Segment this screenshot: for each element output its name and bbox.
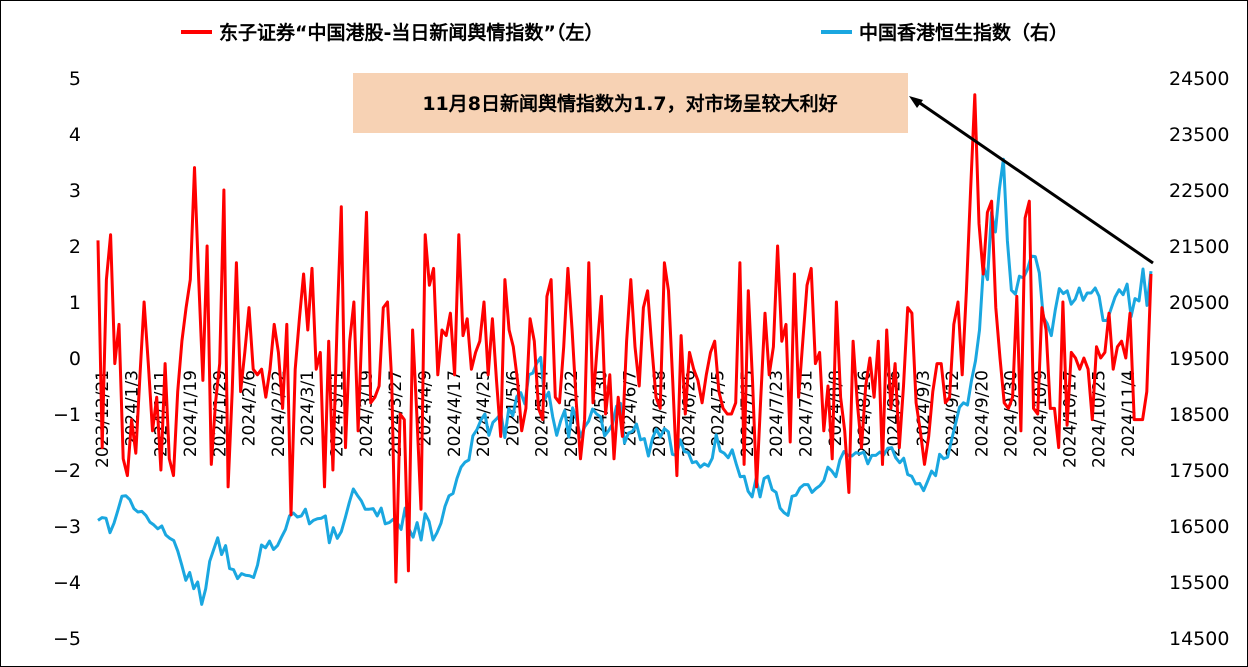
left-axis-tick-label: 4 [69, 124, 81, 146]
left-axis-tick-label: 3 [69, 180, 81, 202]
right-axis-tick-label: 23500 [1169, 124, 1229, 146]
x-axis-tick-label: 2024/3/1 [298, 370, 318, 446]
legend-label-hang-seng: 中国香港恒生指数（右） [859, 21, 1068, 44]
right-axis-tick-label: 24500 [1169, 68, 1229, 90]
x-axis-tick-label: 2024/10/9 [1031, 370, 1051, 457]
right-axis-tick-label: 22500 [1169, 180, 1229, 202]
right-axis-tick-label: 19500 [1169, 348, 1229, 370]
annotation-text: 11月8日新闻舆情指数为1.7，对市场呈较大利好 [422, 92, 837, 115]
left-axis-tick-label: 0 [69, 348, 81, 370]
series-line-hang-seng [97, 157, 1153, 606]
x-axis-tick-label: 2024/2/22 [269, 370, 289, 457]
x-axis-tick-label: 2024/7/5 [709, 370, 729, 446]
annotation-box [353, 73, 908, 133]
annotation-arrowhead [909, 96, 923, 108]
annotation: 11月8日新闻舆情指数为1.7，对市场呈较大利好 [353, 73, 1154, 265]
right-axis-tick-label: 14500 [1169, 628, 1229, 650]
x-axis-tick-label: 2024/9/12 [943, 370, 963, 457]
right-axis-tick-label: 15500 [1169, 572, 1229, 594]
left-axis-tick-label: −1 [53, 404, 81, 426]
legend: 东子证券“中国港股-当日新闻舆情指数”（左） 中国香港恒生指数（右） [181, 21, 1068, 44]
right-axis-tick-label: 20500 [1169, 292, 1229, 314]
right-axis-ticks: 24500 23500 22500 21500 20500 19500 18500 17500… [1169, 68, 1229, 650]
left-axis-tick-label: −3 [53, 516, 81, 538]
x-axis-tick-label: 2024/7/23 [767, 370, 787, 457]
right-axis-tick-label: 17500 [1169, 460, 1229, 482]
left-axis-tick-label: −4 [53, 572, 81, 594]
left-axis-tick-label: 5 [69, 68, 81, 90]
legend-label-news-index: 东子证券“中国港股-当日新闻舆情指数”（左） [219, 21, 603, 44]
x-axis-tick-label: 2024/9/30 [1002, 370, 1022, 457]
x-axis-tick-label: 2024/1/19 [181, 370, 201, 457]
left-axis-tick-label: 1 [69, 292, 81, 314]
x-axis-tick-label: 2024/9/20 [972, 370, 992, 457]
series-line-news-index [96, 93, 1153, 584]
right-axis-tick-label: 16500 [1169, 516, 1229, 538]
x-axis-tick-label: 2024/7/31 [797, 370, 817, 457]
x-axis-tick-label: 2024/2/6 [240, 370, 260, 446]
x-axis-tick-label: 2024/4/9 [415, 370, 435, 446]
annotation-pointer-line [913, 97, 1154, 265]
x-axis-tick-label: 2024/11/4 [1119, 370, 1139, 457]
left-axis-tick-label: −5 [53, 628, 81, 650]
x-axis-tick-label: 2024/3/27 [386, 370, 406, 457]
x-axis-tick-label: 2024/4/17 [445, 370, 465, 457]
right-axis-tick-label: 21500 [1169, 236, 1229, 258]
left-axis-ticks: 5 4 3 2 1 0 −1 −2 −3 −4 −5 [53, 68, 81, 650]
left-axis-tick-label: −2 [53, 460, 81, 482]
left-axis-tick-label: 2 [69, 236, 81, 258]
right-axis-tick-label: 18500 [1169, 404, 1229, 426]
